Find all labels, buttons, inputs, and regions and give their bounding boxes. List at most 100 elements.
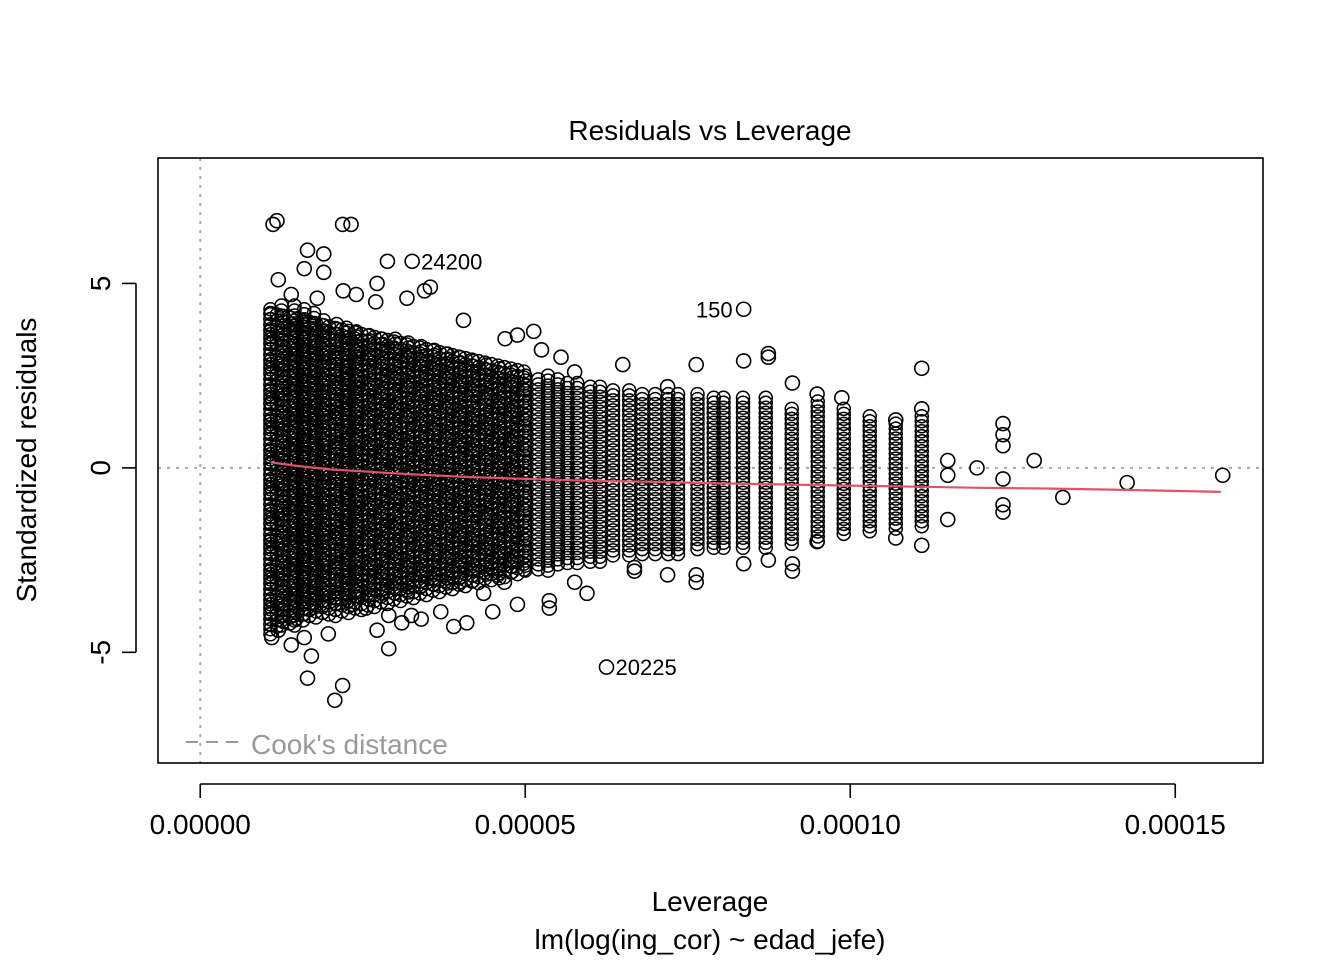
data-point [914,503,929,519]
chart-subtitle: lm(log(ing_cor) ~ edad_jefe) [535,924,886,955]
data-point [335,283,352,299]
data-point [393,615,410,631]
data-point [784,496,799,512]
data-point [688,574,705,591]
data-point [862,433,877,449]
data-point [716,535,731,551]
data-point [862,508,877,524]
data-point [413,611,430,627]
data-point [458,615,475,631]
data-point [784,563,801,579]
data-point [690,536,705,552]
data-point [659,378,676,395]
data-point [784,461,799,477]
data-point [1214,467,1231,484]
data-point [914,443,929,459]
data-point [399,290,415,306]
data-point [605,503,621,518]
data-point [888,436,903,451]
data-point [810,529,825,544]
data-point [670,501,686,517]
data-point [670,416,686,432]
data-point [862,463,877,479]
data-point [670,396,686,412]
data-point [735,390,751,406]
data-point [784,456,799,472]
data-point [810,474,825,489]
data-point [914,488,929,504]
data-point [810,504,825,519]
data-point [716,485,731,501]
data-point [735,505,751,521]
data-point [862,458,877,474]
data-point [758,515,773,531]
data-point [525,323,542,340]
data-point [784,555,801,572]
data-point [914,433,929,449]
data-point [914,458,929,474]
data-point [760,552,777,568]
x-tick-label: 0.00015 [1125,809,1226,840]
data-point [516,394,532,409]
data-point [670,386,686,402]
data-point [516,388,532,403]
data-point [888,481,903,496]
data-point [297,302,312,317]
data-point [716,515,731,531]
data-point [914,493,929,509]
data-point [758,395,773,411]
data-point [735,485,751,501]
data-point [690,431,705,447]
data-point [810,409,825,424]
data-point [862,518,877,534]
data-point [862,493,877,509]
data-point [379,253,396,270]
data-point [690,406,705,422]
data-point [735,353,752,369]
data-point [670,401,686,417]
data-point [784,421,799,437]
data-point [263,629,280,646]
data-point [716,420,731,436]
data-point [516,508,532,523]
data-point [716,450,731,466]
data-point [784,506,799,522]
data-point [735,445,751,461]
data-point [716,430,731,446]
data-point [836,431,851,447]
data-point [670,546,686,562]
data-point [670,391,686,407]
data-point [516,514,532,529]
data-point [670,511,686,527]
data-point [716,480,731,496]
data-point [836,441,851,457]
data-point [690,541,705,557]
data-point [913,360,930,377]
data-point [758,465,773,481]
data-point [888,516,903,531]
data-point [605,413,621,428]
data-point [516,376,532,391]
data-point [888,456,903,471]
data-point [836,426,851,442]
data-point [605,523,621,538]
data-point [496,574,513,591]
data-point [688,567,705,583]
data-point [888,446,903,461]
data-point [605,533,621,548]
y-tick-label: -5 [85,640,116,665]
data-point [579,585,595,602]
data-point [670,516,686,532]
data-point [810,439,825,454]
data-point [531,562,546,577]
data-point [516,502,532,517]
data-point [836,461,851,477]
data-point [888,471,903,486]
data-point [670,496,686,512]
data-point [836,416,851,432]
data-point [690,451,705,467]
data-point [605,458,621,473]
data-point [810,429,825,444]
data-point [592,554,608,569]
data-point [888,421,903,436]
